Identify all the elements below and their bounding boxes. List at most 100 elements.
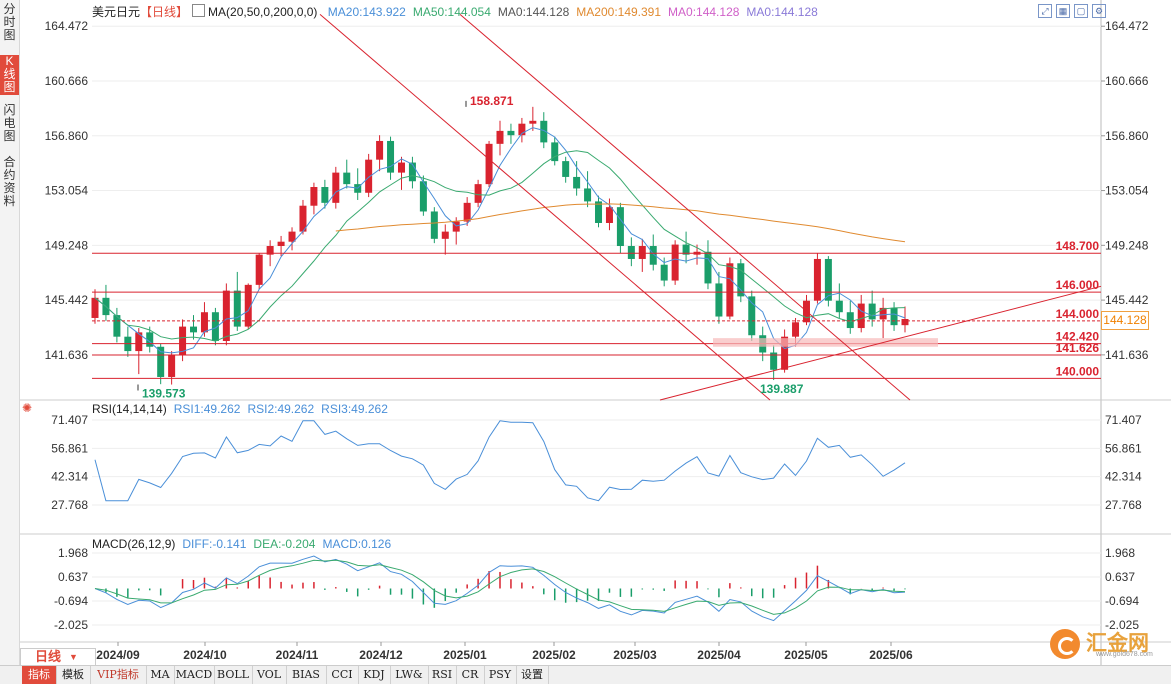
ma-params-icon <box>192 4 206 17</box>
left-tick-label: 160.666 <box>45 74 89 88</box>
right-tick-label: 0.637 <box>1105 570 1135 584</box>
candle-body <box>332 172 340 203</box>
candle-body <box>441 231 449 239</box>
candle-body <box>430 211 438 239</box>
sidebar-item-contract-info[interactable]: 合约资料 <box>3 155 16 208</box>
left-tick-label: -2.025 <box>54 618 88 632</box>
right-tick-label: 149.248 <box>1105 238 1149 252</box>
ma-legend-item: MA200:149.391 <box>576 5 662 19</box>
candle-body <box>474 184 482 203</box>
tab-12[interactable]: CR <box>456 666 485 684</box>
grid-icon[interactable]: ▦ <box>1056 4 1070 18</box>
left-tick-label: 141.636 <box>45 348 89 362</box>
right-tick-label: 141.636 <box>1105 348 1149 362</box>
left-tick-label: 153.054 <box>45 184 89 198</box>
right-tick-label: 56.861 <box>1105 441 1142 455</box>
sidebar-item-kline[interactable]: K线图 <box>0 55 19 95</box>
ma-legend-item: MA0:144.128 <box>746 5 818 19</box>
left-tick-label: 1.968 <box>58 546 88 560</box>
candle-body <box>824 258 832 301</box>
tab-13[interactable]: PSY <box>484 666 517 684</box>
candle-body <box>200 312 208 333</box>
fullscreen-icon[interactable]: ⤢ <box>1038 4 1052 18</box>
tab-5[interactable]: BOLL <box>214 666 253 684</box>
sidebar-item-timeshare[interactable]: 分时图 <box>3 2 16 42</box>
candle-body <box>310 187 318 206</box>
candle-body <box>627 246 635 259</box>
price-level-label: 144.000 <box>1056 307 1100 321</box>
period-tag: 【日线】 <box>140 5 189 19</box>
ma-legend-item: MA50:144.054 <box>412 5 491 19</box>
x-axis-label: 2024/09 <box>96 648 140 662</box>
tab-2[interactable]: VIP指标 <box>90 666 147 684</box>
candle-body <box>179 326 187 356</box>
candle-body <box>419 181 427 212</box>
sidebar: 分时图 K线图 闪电图 合约资料 <box>0 0 20 665</box>
candle-body <box>452 221 460 232</box>
candle-body <box>704 251 712 284</box>
candle-body <box>376 140 384 160</box>
ma50-line <box>94 150 906 342</box>
candle-body <box>244 284 252 327</box>
candle-body <box>813 258 821 301</box>
right-tick-label: 42.314 <box>1105 470 1142 484</box>
low-annotation: 139.887 <box>760 382 804 396</box>
candle-body <box>737 263 745 297</box>
tab-6[interactable]: VOL <box>252 666 287 684</box>
rsi-title: RSI(14,14,14) <box>92 402 167 416</box>
tab-0[interactable]: 指标 <box>22 666 57 684</box>
candle-body <box>726 263 734 317</box>
chart-canvas[interactable]: 164.472 164.472 160.666 160.666 156.860 156.8… <box>0 0 1171 665</box>
macd-dea-line <box>94 559 906 615</box>
tab-9[interactable]: KDJ <box>358 666 391 684</box>
price-level-label: 146.000 <box>1056 278 1100 292</box>
right-tick-label: 145.442 <box>1105 293 1149 307</box>
symbol-title: 美元日元 <box>92 5 141 19</box>
candle-body <box>605 207 613 223</box>
tab-3[interactable]: MA <box>146 666 175 684</box>
candle-body <box>190 326 198 333</box>
tab-8[interactable]: CCI <box>326 666 359 684</box>
tab-10[interactable]: LW& <box>390 666 429 684</box>
tab-14[interactable]: 设置 <box>516 666 549 684</box>
candle-body <box>211 312 219 341</box>
chevron-down-icon: ▼ <box>69 652 78 662</box>
settings-icon[interactable]: ⚙ <box>1092 4 1106 18</box>
toolbar-icons: ⤢ ▦ ▢ ⚙ <box>1038 3 1110 18</box>
box-icon[interactable]: ▢ <box>1074 4 1088 18</box>
tab-1[interactable]: 模板 <box>56 666 91 684</box>
price-level-label: 141.626 <box>1056 341 1100 355</box>
support-zone <box>713 338 938 347</box>
candle-body <box>146 332 154 347</box>
right-tick-label: -2.025 <box>1105 618 1139 632</box>
candle-body <box>562 161 570 177</box>
ma-legend-item: MA20:143.922 <box>327 5 406 19</box>
channel-lower-line <box>459 13 911 401</box>
ma-legend-item: MA0:144.128 <box>668 5 740 19</box>
ma200-line <box>335 203 906 243</box>
right-tick-label: 27.768 <box>1105 498 1142 512</box>
right-tick-label: -0.694 <box>1105 594 1139 608</box>
right-tick-label: 71.407 <box>1105 413 1142 427</box>
candle-body <box>846 312 854 329</box>
candle-body <box>584 188 592 202</box>
sidebar-item-flash[interactable]: 闪电图 <box>3 103 16 143</box>
ma20-line <box>94 127 906 354</box>
candle-body <box>408 162 416 182</box>
candle-body <box>540 120 548 143</box>
macd-diff-line <box>94 555 906 622</box>
rsi-settings-icon[interactable]: ✺ <box>22 401 33 415</box>
candle-body <box>157 346 165 377</box>
tab-4[interactable]: MACD <box>174 666 215 684</box>
x-axis-label: 2024/11 <box>276 648 319 662</box>
period-label: 日线 <box>35 649 62 664</box>
high-annotation: 158.871 <box>470 94 514 108</box>
period-selector[interactable]: 日线 ▼ <box>20 648 96 666</box>
candle-body <box>857 303 865 329</box>
candle-body <box>321 187 329 203</box>
tab-7[interactable]: BIAS <box>286 666 327 684</box>
candle-body <box>277 241 285 247</box>
tab-11[interactable]: RSI <box>428 666 457 684</box>
right-tick-label: 156.860 <box>1105 129 1149 143</box>
x-axis-label: 2025/03 <box>613 648 657 662</box>
